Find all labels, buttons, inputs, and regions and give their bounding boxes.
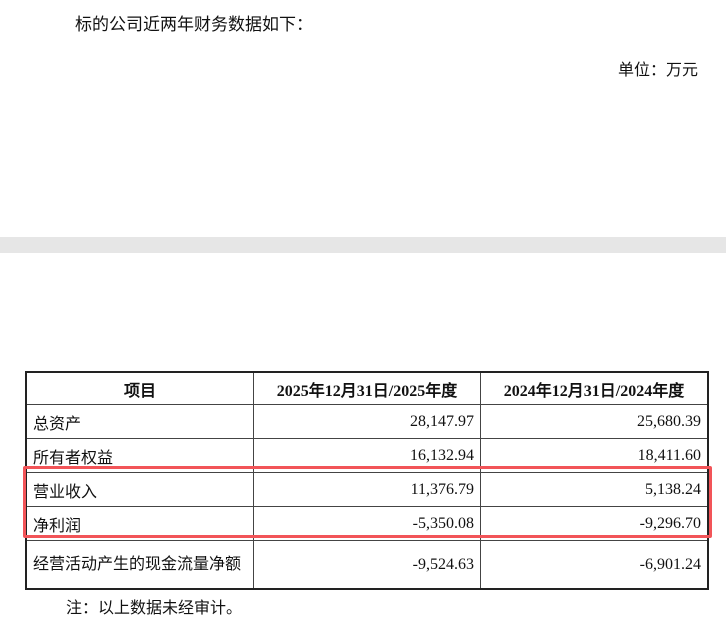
unit-label: 单位：万元 bbox=[617, 62, 698, 79]
value-2024: 5,138.24 bbox=[480, 472, 709, 507]
row-label: 总资产 bbox=[25, 404, 254, 439]
financial-table: 项目 2025年12月31日/2025年度 2024年12月31日/2024年度… bbox=[25, 371, 709, 590]
table-row: 营业收入 11,376.79 5,138.24 bbox=[25, 472, 709, 507]
value-2024: 18,411.60 bbox=[480, 438, 709, 473]
table-row: 所有者权益 16,132.94 18,411.60 bbox=[25, 438, 709, 473]
page-separator bbox=[0, 237, 726, 253]
value-2025: 16,132.94 bbox=[253, 438, 481, 473]
value-2025: -9,524.63 bbox=[253, 540, 481, 590]
table-row: 经营活动产生的现金流量净额 -9,524.63 -6,901.24 bbox=[25, 540, 709, 590]
row-label: 净利润 bbox=[25, 506, 254, 541]
value-2025: 11,376.79 bbox=[253, 472, 481, 507]
table-header-row: 项目 2025年12月31日/2025年度 2024年12月31日/2024年度 bbox=[25, 371, 709, 405]
row-label: 所有者权益 bbox=[25, 438, 254, 473]
value-2025: 28,147.97 bbox=[253, 404, 481, 439]
intro-text: 标的公司近两年财务数据如下： bbox=[75, 15, 313, 34]
table-note: 注：以上数据未经审计。 bbox=[66, 600, 243, 617]
value-2024: 25,680.39 bbox=[480, 404, 709, 439]
header-2025: 2025年12月31日/2025年度 bbox=[253, 371, 481, 405]
header-2024: 2024年12月31日/2024年度 bbox=[480, 371, 709, 405]
table-row: 净利润 -5,350.08 -9,296.70 bbox=[25, 506, 709, 541]
row-label: 营业收入 bbox=[25, 472, 254, 507]
value-2024: -6,901.24 bbox=[480, 540, 709, 590]
value-2024: -9,296.70 bbox=[480, 506, 709, 541]
header-item: 项目 bbox=[25, 371, 254, 405]
value-2025: -5,350.08 bbox=[253, 506, 481, 541]
row-label: 经营活动产生的现金流量净额 bbox=[25, 540, 254, 590]
table-row: 总资产 28,147.97 25,680.39 bbox=[25, 404, 709, 439]
